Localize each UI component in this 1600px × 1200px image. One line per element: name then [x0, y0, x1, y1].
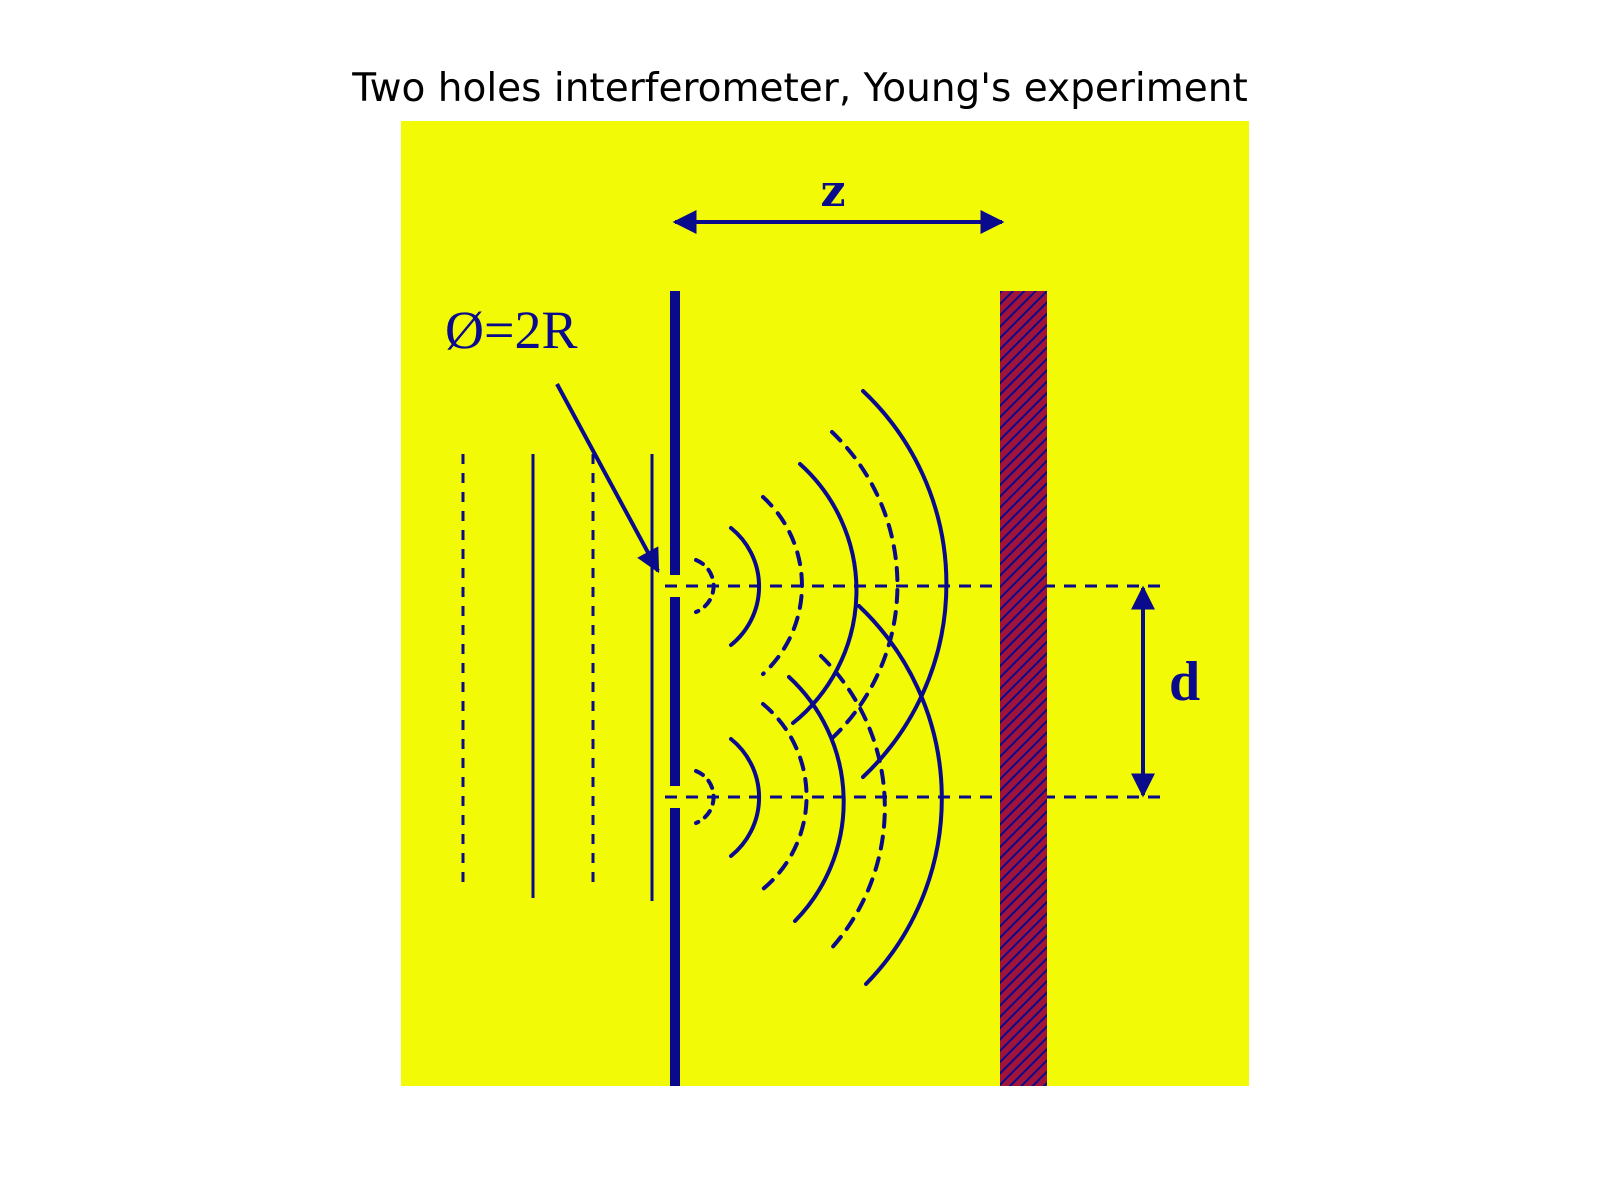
lower-hole-wavefronts [694, 604, 944, 986]
d-label: d [1169, 651, 1200, 713]
observation-screen [1000, 291, 1047, 1086]
aperture-pointer-arrow [555, 383, 660, 574]
aperture-label: Ø=2R [445, 300, 577, 360]
diagram-background [401, 121, 1249, 1086]
upper-hole-wavefronts [694, 389, 949, 779]
incident-wavefronts [461, 454, 654, 901]
young-experiment-diagram: z Ø=2R d [401, 121, 1249, 1086]
z-label: z [821, 166, 846, 217]
diagram-canvas: z Ø=2R d [401, 121, 1249, 1086]
figure-title: Two holes interferometer, Young's experi… [352, 66, 1248, 111]
